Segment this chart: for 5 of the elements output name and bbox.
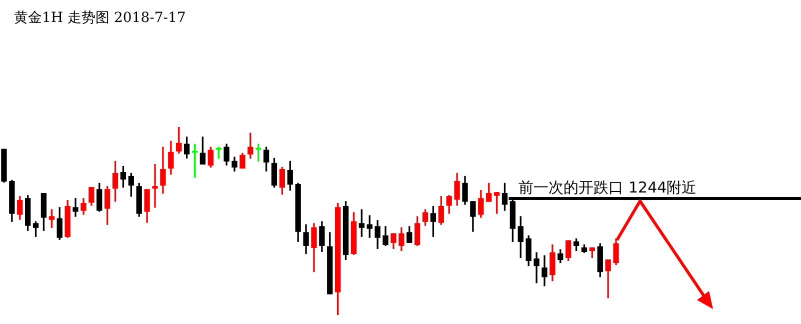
ref-line-label: 前一次的开跌口 1244附近 xyxy=(518,178,697,196)
candlestick xyxy=(534,252,540,284)
candlestick xyxy=(152,164,158,208)
candlestick xyxy=(72,198,78,217)
chart-title: 黄金1H 走势图 2018-7-17 xyxy=(14,9,186,27)
